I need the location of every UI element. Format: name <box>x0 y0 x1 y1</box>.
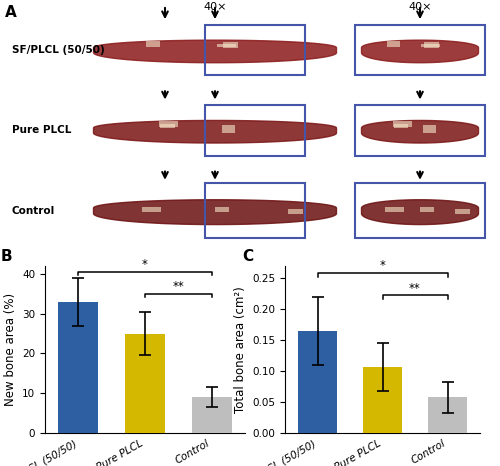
Bar <box>355 25 485 75</box>
Bar <box>421 44 440 48</box>
Bar <box>455 209 470 214</box>
Polygon shape <box>362 120 478 143</box>
Text: SF/PLCL (50/50): SF/PLCL (50/50) <box>12 45 105 55</box>
Polygon shape <box>94 40 336 63</box>
Bar <box>160 124 175 128</box>
Bar <box>393 121 412 127</box>
Bar <box>205 25 305 75</box>
Bar <box>222 125 235 133</box>
Bar <box>288 209 302 214</box>
Bar <box>428 397 467 433</box>
Text: *: * <box>380 260 386 273</box>
Polygon shape <box>362 40 478 63</box>
Text: B: B <box>1 249 12 264</box>
Bar <box>142 207 161 212</box>
Bar <box>424 42 439 48</box>
Text: 40×: 40× <box>408 2 432 12</box>
Bar <box>363 367 402 433</box>
Text: 40×: 40× <box>203 2 227 12</box>
Bar <box>80 183 350 239</box>
Bar <box>355 105 485 156</box>
Polygon shape <box>94 200 336 225</box>
Text: Control: Control <box>12 206 55 216</box>
Text: Pure PLCL: Pure PLCL <box>12 125 72 136</box>
Bar <box>205 183 305 239</box>
Bar <box>218 44 236 48</box>
Text: A: A <box>5 5 17 20</box>
Text: **: ** <box>409 282 421 295</box>
Bar <box>420 207 434 212</box>
Bar <box>394 124 408 128</box>
Bar <box>355 105 485 156</box>
Text: *: * <box>142 258 148 271</box>
Polygon shape <box>94 120 336 143</box>
Bar <box>192 397 232 433</box>
Bar <box>387 41 400 48</box>
Text: **: ** <box>172 280 184 293</box>
Bar <box>58 302 98 433</box>
Bar <box>385 207 404 212</box>
Y-axis label: New bone area (%): New bone area (%) <box>4 293 16 406</box>
Bar <box>125 334 165 433</box>
Bar <box>205 105 305 156</box>
Bar <box>80 105 350 156</box>
Y-axis label: Total bone area (cm²): Total bone area (cm²) <box>234 286 246 413</box>
Bar <box>216 207 229 212</box>
Bar <box>355 25 485 75</box>
Bar <box>223 42 238 48</box>
Bar <box>355 183 485 239</box>
Bar <box>80 25 350 75</box>
Bar <box>158 121 178 127</box>
Bar <box>298 331 337 433</box>
Bar <box>146 41 160 48</box>
Bar <box>355 183 485 239</box>
Bar <box>424 125 436 133</box>
Polygon shape <box>362 200 478 225</box>
Text: C: C <box>242 249 253 264</box>
